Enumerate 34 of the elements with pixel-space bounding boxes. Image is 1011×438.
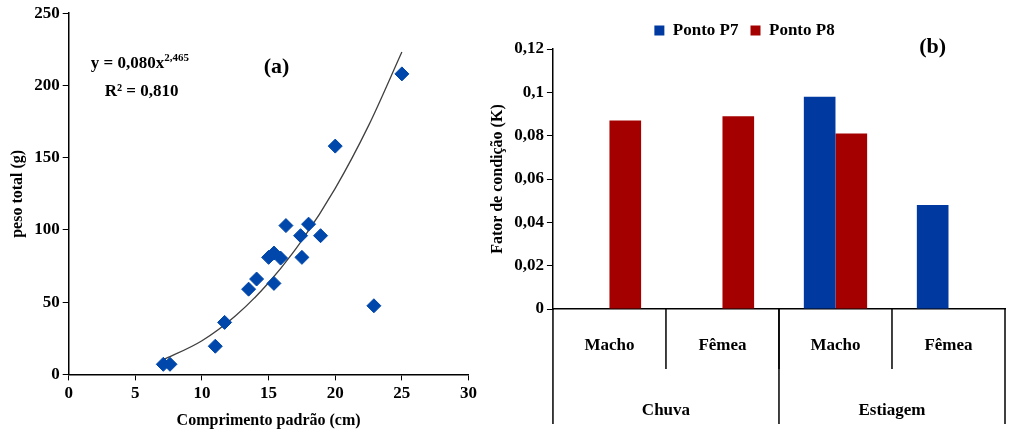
y-tick-label: 0 [51,363,60,383]
y-tick-label: 0 [535,298,544,318]
x-tick-label: Macho [810,334,861,354]
x-tick-label: 30 [460,382,477,402]
y-tick-label: 100 [34,219,60,239]
y-axis-title: peso total (g) [7,149,26,238]
legend-label: Ponto P8 [769,19,835,39]
y-tick-label: 0,02 [514,255,544,275]
text: (a) [263,53,290,79]
y-tick-label: 200 [34,74,60,94]
x-tick-label: Fêmea [698,334,748,354]
y-tick-label: 0,1 [522,81,544,101]
text: Chuva [641,400,691,420]
y-tick-label: 0,04 [514,211,545,231]
y-axis-title: Fator de condição (K) [487,104,506,254]
text: Estiagem [858,400,926,420]
y-tick-label: 0,08 [514,125,544,145]
x-tick-label: 5 [131,382,140,402]
x-tick-label: Macho [584,334,635,354]
x-tick-label: 15 [260,382,278,402]
x-tick-label: Fêmea [924,334,974,354]
x-tick-label: 20 [326,382,344,402]
x-tick-label: 25 [393,382,411,402]
y-tick-label: 50 [42,291,60,311]
y-tick-label: 150 [34,147,60,167]
x-tick-label: 10 [193,382,211,402]
y-tick-label: 0,12 [514,38,544,58]
y-tick-label: 250 [34,2,60,22]
legend-label: Ponto P7 [672,19,739,39]
y-tick-label: 0,06 [514,168,544,188]
x-axis-title: Comprimento padrão (cm) [176,410,361,429]
annotation: R² = 0,810 [104,81,179,101]
chart-title: (b) [919,32,947,58]
x-tick-label: 0 [64,382,73,402]
